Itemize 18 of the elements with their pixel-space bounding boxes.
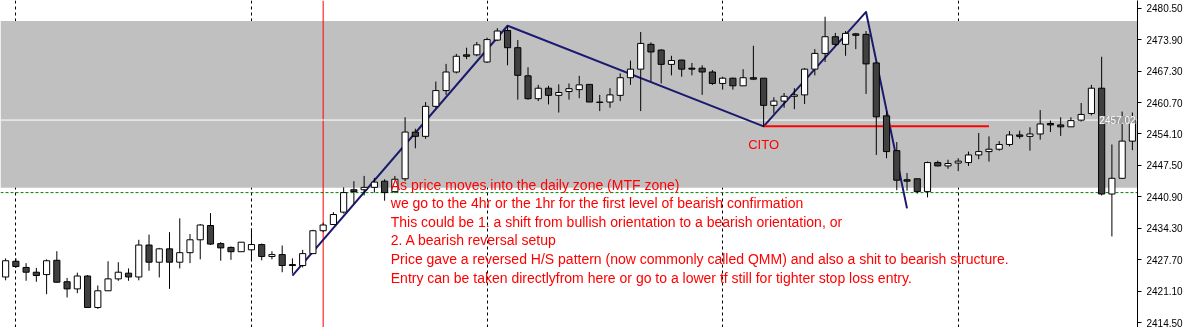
y-tick-label: 2434.30: [1146, 223, 1184, 235]
y-tick-label: 2440.90: [1146, 191, 1184, 203]
y-tick-label: 2460.70: [1146, 97, 1184, 109]
y-tick-label: 2454.10: [1146, 128, 1184, 140]
annotation: CITO: [748, 136, 780, 152]
annotation: 2. A bearish reversal setup: [390, 232, 556, 249]
y-tick-label: 2447.50: [1146, 160, 1184, 172]
y-tick-label: 2414.50: [1146, 317, 1184, 327]
y-tick-label: 2467.30: [1146, 66, 1184, 78]
annotation: we go to the 4hr or the 1hr for the first level of bearish confirmation: [389, 195, 804, 212]
annotation: This could be 1. a shift from bullish orientation to a bearish orientation, or: [390, 213, 843, 230]
y-tick-label: 2473.90: [1146, 34, 1184, 46]
annotation: Entry can be taken directlyfrom here or go to a lower tf still for tighter stop loss entry.: [390, 269, 912, 286]
y-tick-label: 2480.50: [1146, 3, 1184, 15]
ref-line-label: 2457.02: [1099, 115, 1136, 127]
y-tick-label: 2427.70: [1146, 254, 1184, 266]
y-tick-label: 2421.10: [1146, 286, 1184, 298]
annotation: Price gave a reversed H/S pattern (now commonly called QMM) and also a shit to bearish structure.: [390, 250, 1009, 267]
